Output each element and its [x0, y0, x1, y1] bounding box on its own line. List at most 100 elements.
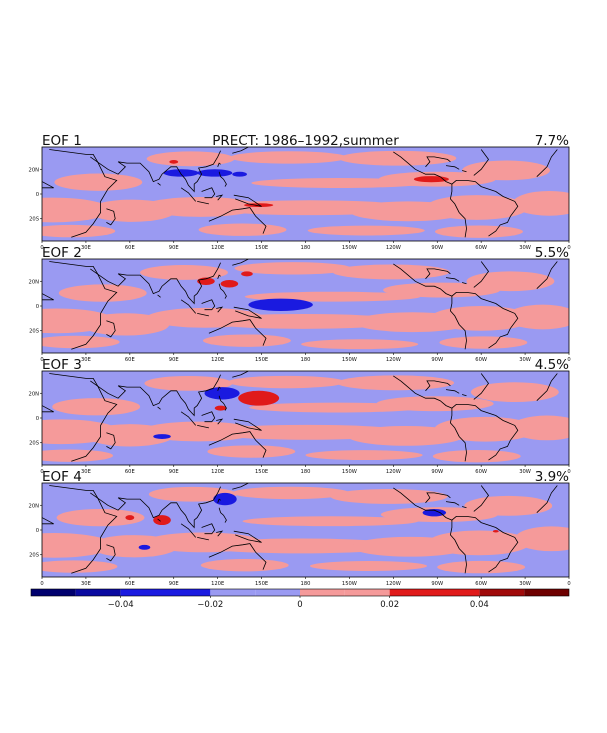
x-tick-label: 30E — [81, 469, 91, 475]
coastline — [461, 394, 467, 397]
coastline — [449, 520, 467, 574]
coastline — [217, 498, 221, 503]
x-tick-label: 30E — [81, 245, 91, 251]
positive-anomaly-core — [214, 405, 227, 411]
figure-title: PRECT: 1986–1992,summer — [212, 133, 399, 149]
y-tick-label: 20N — [29, 503, 40, 509]
coastline — [208, 319, 267, 346]
x-tick-label: 60E — [125, 581, 135, 587]
positive-anomaly-area — [462, 160, 550, 181]
coastline — [445, 389, 460, 394]
coastline — [232, 371, 249, 378]
x-tick-label: 180 — [301, 245, 311, 251]
coastline — [232, 259, 249, 266]
coastline — [106, 544, 116, 562]
coastline — [393, 487, 519, 573]
positive-anomaly-area — [200, 313, 406, 329]
positive-anomaly-area — [437, 560, 526, 574]
colorbar-tick-label: −0.02 — [197, 600, 223, 610]
coastline — [217, 162, 221, 167]
coastline — [42, 405, 54, 413]
positive-anomaly-area — [230, 151, 348, 164]
y-tick-label: 20N — [29, 279, 40, 285]
positive-anomaly-area — [466, 271, 555, 292]
negative-anomaly-core — [163, 169, 199, 177]
coastline — [218, 507, 227, 523]
positive-anomaly-area — [301, 339, 419, 350]
coastline — [201, 187, 216, 199]
x-tick-label: 0 — [567, 469, 570, 475]
coastline — [233, 530, 262, 543]
coastline — [201, 523, 216, 535]
map-field — [42, 147, 569, 241]
coastline — [49, 373, 118, 462]
coastline — [42, 517, 54, 525]
coastline — [201, 299, 216, 311]
positive-anomaly-area — [198, 223, 287, 236]
coastline — [216, 306, 224, 313]
positive-anomaly-core — [169, 159, 179, 164]
coastline — [216, 418, 224, 425]
x-tick-label: 60E — [125, 245, 135, 251]
colorbar-swatch — [479, 589, 525, 596]
x-tick-label: 150W — [342, 581, 357, 587]
x-tick-label: 120W — [386, 245, 401, 251]
y-tick-label: 20S — [29, 553, 39, 559]
coastline — [106, 208, 116, 226]
coastline — [180, 187, 197, 202]
coastline — [90, 374, 221, 417]
coastline — [42, 181, 54, 189]
eof-panel-4: EOF 4 3.9%0 30E 60E 90E 120E 150E 180 150W 120W 90… — [29, 469, 571, 587]
x-tick-label: 90E — [169, 357, 179, 363]
positive-anomaly-area — [234, 262, 352, 275]
positive-anomaly-area — [309, 561, 428, 571]
map-field — [42, 371, 569, 465]
x-tick-label: 60W — [475, 581, 487, 587]
x-tick-label: 60W — [475, 357, 487, 363]
positive-anomaly-area — [510, 415, 569, 441]
colorbar-swatch — [300, 589, 345, 596]
x-tick-label: 150E — [255, 357, 268, 363]
coastline — [49, 261, 118, 350]
positive-anomaly-area — [512, 190, 569, 216]
positive-anomaly-area — [198, 538, 404, 554]
coastline — [197, 537, 209, 541]
colorbar-tick-label: 0.02 — [380, 600, 399, 610]
positive-anomaly-area — [140, 265, 228, 280]
x-tick-label: 90E — [169, 581, 179, 587]
eof-panel-1: EOF 1 7.7% PRECT: 1986–1992,summer 0 30E 60E 9… — [29, 133, 571, 251]
positive-anomaly-area — [464, 495, 553, 516]
positive-anomaly-area — [242, 516, 419, 527]
eof-label: EOF 3 — [42, 357, 82, 373]
explained-variance: 7.7% — [535, 133, 569, 149]
positive-anomaly-area — [42, 533, 113, 558]
map-field — [42, 259, 569, 353]
x-tick-label: 150E — [255, 245, 268, 251]
x-tick-label: 30E — [81, 581, 91, 587]
colorbar-tick-label: 0.04 — [470, 600, 489, 610]
x-tick-label: 90W — [431, 469, 443, 475]
coastline — [217, 274, 221, 279]
x-tick-label: 30E — [81, 357, 91, 363]
positive-anomaly-core — [153, 515, 171, 526]
positive-anomaly-area — [200, 559, 289, 572]
positive-anomaly-area — [52, 398, 141, 416]
coastline — [90, 486, 221, 529]
negative-anomaly-core — [204, 387, 240, 400]
y-tick-label: 0 — [36, 304, 39, 310]
positive-anomaly-area — [305, 450, 423, 461]
positive-anomaly-core — [492, 530, 499, 533]
eof-panel-2: EOF 2 5.5%0 30E 60E 90E 120E 150E 180 150W 120W 90… — [29, 245, 571, 363]
positive-anomaly-area — [336, 375, 455, 391]
positive-anomaly-area — [203, 334, 291, 347]
eof-panel-3: EOF 3 4.5%0 30E 60E 90E 120E 150E 180 150W 120W 90… — [29, 357, 571, 475]
positive-anomaly-core — [220, 280, 239, 288]
positive-anomaly-area — [330, 489, 448, 504]
x-tick-label: 90E — [169, 245, 179, 251]
coastline — [473, 485, 489, 512]
negative-anomaly-core — [138, 544, 151, 550]
coastline — [445, 277, 460, 282]
x-tick-label: 0 — [40, 469, 43, 475]
coastline — [536, 485, 558, 513]
